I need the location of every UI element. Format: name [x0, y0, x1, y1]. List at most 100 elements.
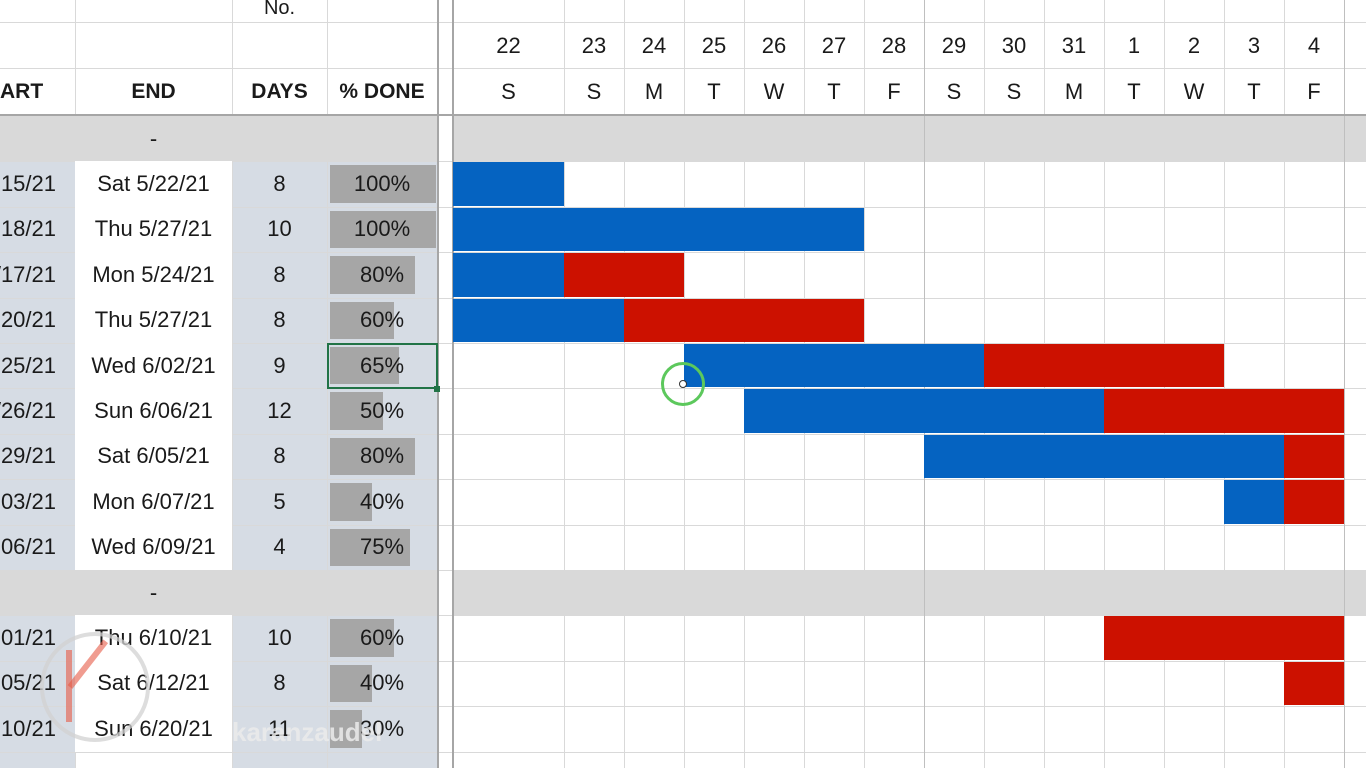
timeline-group-band [453, 116, 1366, 162]
task-percent-done[interactable]: 50% [359, 398, 405, 424]
column-gridline [232, 0, 233, 768]
timeline-weekday: S [501, 78, 516, 104]
row-gridline [0, 252, 1366, 253]
timeline-weekday: M [1064, 78, 1084, 104]
row-gridline [0, 661, 1366, 662]
timeline-weekday: S [586, 78, 602, 104]
task-days[interactable]: 4 [273, 534, 286, 560]
gantt-bar-remaining[interactable] [564, 253, 684, 297]
task-days[interactable]: 8 [273, 171, 286, 197]
gantt-bar-completed[interactable] [453, 207, 864, 252]
timeline-weekday: T [1247, 78, 1261, 104]
timeline-date: 27 [821, 32, 847, 58]
row-gridline [0, 434, 1366, 435]
percent-done-bar [330, 619, 394, 657]
percent-done-bar [330, 710, 362, 748]
percent-done-bar [330, 392, 383, 430]
task-percent-done[interactable]: 65% [359, 352, 405, 378]
percent-done-bar [330, 483, 373, 521]
timeline-date: 2 [1187, 32, 1201, 58]
days-header: DAYS [251, 80, 308, 103]
task-start: 15/21 [0, 171, 56, 197]
task-days[interactable]: 8 [273, 261, 286, 287]
task-percent-done[interactable]: 60% [359, 307, 405, 333]
task-end[interactable]: Sun 6/06/21 [75, 388, 232, 434]
watermark-text: karanzaudel [232, 716, 383, 747]
task-percent-done[interactable]: 40% [359, 670, 405, 696]
gantt-bar-completed[interactable] [453, 162, 564, 206]
task-end[interactable]: Thu 5/27/21 [75, 206, 232, 253]
timeline-gridline [1224, 0, 1225, 768]
row-gridline [0, 752, 1366, 753]
timeline-weekday: S [946, 78, 962, 104]
task-days[interactable]: 8 [273, 670, 286, 696]
timeline-weekday: M [644, 78, 664, 104]
percent-done-bar [330, 301, 394, 339]
timeline-date: 1 [1127, 32, 1141, 58]
gantt-bar-remaining[interactable] [1284, 434, 1344, 479]
gantt-bar-completed[interactable] [1224, 480, 1284, 524]
task-percent-done[interactable]: 40% [359, 488, 405, 514]
task-days[interactable]: 9 [273, 352, 286, 378]
timeline-weekday: F [1307, 78, 1321, 104]
task-days[interactable]: 5 [273, 488, 286, 514]
row-gridline [0, 207, 1366, 208]
task-end[interactable]: Wed 6/09/21 [75, 524, 232, 570]
task-end[interactable]: Sat 6/05/21 [75, 433, 232, 480]
task-days[interactable]: 11 [268, 715, 291, 741]
timeline-date: 30 [1001, 32, 1027, 58]
task-percent-done[interactable]: 60% [359, 625, 405, 651]
task-days[interactable]: 10 [267, 625, 292, 651]
timeline-weekday: W [1183, 78, 1205, 104]
task-days[interactable]: 8 [273, 443, 286, 469]
header-gridline [0, 68, 1366, 69]
task-end[interactable]: Thu 5/27/21 [75, 297, 232, 343]
percent-done-bar [330, 347, 399, 385]
timeline-weekday: T [1127, 78, 1141, 104]
mouse-cursor-icon [679, 380, 687, 388]
timeline-gridline [1344, 0, 1345, 768]
percent-done-bar [330, 256, 415, 294]
selection-fill-handle[interactable] [434, 386, 440, 393]
row-gridline [0, 479, 1366, 480]
task-days[interactable]: 12 [267, 398, 292, 424]
task-days[interactable]: 10 [267, 216, 292, 242]
task-percent-done[interactable]: 100% [353, 216, 411, 242]
group-band [0, 116, 437, 162]
task-percent-done[interactable]: 100% [353, 171, 411, 197]
task-end[interactable]: Mon 6/07/21 [75, 479, 232, 525]
gantt-bar-remaining[interactable] [1104, 389, 1344, 433]
timeline-weekday: T [707, 78, 721, 104]
timeline-gridline [564, 0, 565, 768]
gantt-bar-completed[interactable] [453, 298, 624, 342]
gantt-bar-completed[interactable] [684, 344, 984, 388]
gantt-bar-completed[interactable] [744, 389, 1104, 433]
table-divider [437, 0, 439, 768]
gantt-bar-remaining[interactable] [1284, 661, 1344, 706]
done-header: % DONE [339, 80, 425, 103]
timeline-date: 25 [701, 32, 727, 58]
gantt-bar-completed[interactable] [924, 434, 1284, 479]
task-percent-done[interactable]: 80% [359, 443, 405, 469]
gantt-bar-remaining[interactable] [624, 298, 864, 342]
cursor-highlight-ring [661, 362, 705, 406]
task-end[interactable]: Wed 6/02/21 [75, 343, 232, 389]
gantt-bar-remaining[interactable] [1104, 616, 1344, 660]
task-end[interactable]: Sun 6/20/21 [75, 706, 232, 752]
group-band [0, 570, 437, 616]
percent-done-bar [330, 528, 410, 566]
task-end[interactable]: Mon 5/24/21 [75, 252, 232, 298]
gantt-bar-completed[interactable] [453, 253, 564, 297]
task-start: 20/21 [0, 307, 56, 333]
percent-done-bar [330, 165, 436, 203]
task-percent-done[interactable]: 75% [359, 534, 405, 560]
percent-done-bar [330, 664, 373, 703]
task-end[interactable]: Sat 5/22/21 [75, 161, 232, 207]
task-percent-done[interactable]: 30% [359, 715, 405, 741]
task-percent-done[interactable]: 80% [359, 261, 405, 287]
gantt-bar-remaining[interactable] [984, 344, 1224, 388]
gantt-bar-remaining[interactable] [1284, 480, 1344, 524]
watermark-logo [40, 632, 150, 742]
task-days[interactable]: 8 [273, 307, 286, 333]
task-start: 25/21 [0, 352, 56, 378]
